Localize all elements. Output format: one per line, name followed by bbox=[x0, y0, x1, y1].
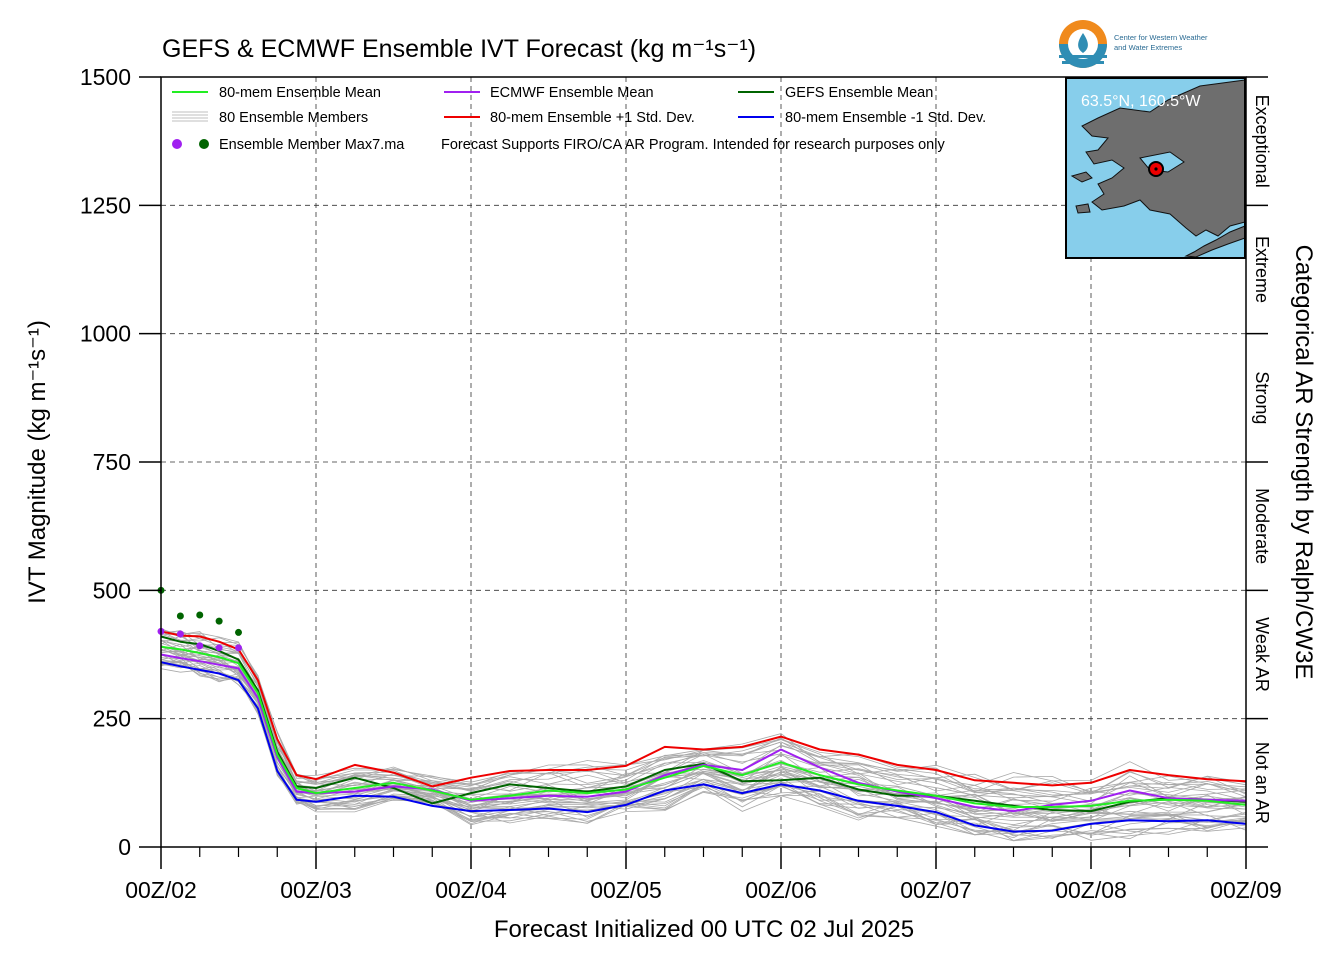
ensemble-member-line bbox=[160, 633, 1247, 795]
logo-text-line-2: and Water Extremes bbox=[1114, 43, 1182, 52]
ar-category-label: Extreme bbox=[1252, 236, 1272, 303]
ar-category-label: Not an AR bbox=[1252, 742, 1272, 824]
ar-category-label: Moderate bbox=[1252, 488, 1272, 564]
ensemble-member-line bbox=[160, 629, 1247, 796]
y-axis-label: IVT Magnitude (kg m⁻¹s⁻¹) bbox=[24, 320, 51, 604]
legend-swatch-members bbox=[172, 111, 208, 122]
legend-label-member-max: Ensemble Member Max7.ma bbox=[219, 137, 405, 153]
ar-category-labels: Not an AR Weak AR Moderate Strong Extreme Exc… bbox=[1252, 95, 1272, 824]
ecmwf-max-point bbox=[215, 644, 223, 652]
legend-label-ecmwf-mean: ECMWF Ensemble Mean bbox=[490, 85, 654, 101]
y-tick-label: 0 bbox=[118, 834, 131, 860]
chart-title: GEFS & ECMWF Ensemble IVT Forecast (kg m… bbox=[162, 35, 756, 63]
ensemble-member-line bbox=[160, 661, 1247, 836]
x-tick-label: 00Z/07 bbox=[900, 877, 972, 903]
map-border bbox=[1065, 77, 1246, 259]
series-line-80-mem-ensemble-1-std-dev bbox=[160, 661, 1247, 833]
series-line-80-mem-ensemble-1-std-dev bbox=[160, 630, 1247, 788]
x-tick-label: 00Z/04 bbox=[435, 877, 507, 903]
ensemble-member-line bbox=[160, 635, 1247, 802]
series-lines bbox=[160, 630, 1247, 833]
legend-label-members: 80 Ensemble Members bbox=[219, 110, 368, 126]
x-tick-label: 00Z/06 bbox=[745, 877, 817, 903]
ensemble-member-line bbox=[160, 662, 1247, 833]
x-tick-label: 00Z/08 bbox=[1055, 877, 1127, 903]
gefs-max-point bbox=[176, 612, 184, 620]
ensemble-member-line bbox=[160, 631, 1247, 805]
ecmwf-max-point bbox=[176, 630, 184, 638]
ensemble-member-line bbox=[160, 648, 1247, 826]
ensemble-member-line bbox=[160, 654, 1247, 831]
y-tick-label: 750 bbox=[93, 449, 131, 475]
location-label: 63.5°N, 160.5°W bbox=[1081, 93, 1201, 110]
ar-category-label: Exceptional bbox=[1252, 95, 1272, 188]
ensemble-members bbox=[160, 627, 1247, 842]
legend-label-plus-std: 80-mem Ensemble +1 Std. Dev. bbox=[490, 110, 695, 126]
x-tick-label: 00Z/05 bbox=[590, 877, 662, 903]
y-tick-label: 1250 bbox=[80, 192, 131, 218]
x-tick-label: 00Z/03 bbox=[280, 877, 352, 903]
ar-category-label: Weak AR bbox=[1252, 617, 1272, 692]
grid-lines bbox=[161, 77, 1246, 847]
y-tick-label: 1500 bbox=[80, 64, 131, 90]
right-axis-label: Categorical AR Strength by Ralph/CW3E bbox=[1290, 245, 1317, 680]
ecmwf-max-point bbox=[196, 642, 204, 650]
axis-ticks: 0 250 500 750 1000 1250 1500 00Z/02 00Z/03 00Z/04… bbox=[80, 64, 1282, 903]
ensemble-member-line bbox=[160, 632, 1247, 794]
location-marker-center bbox=[1154, 167, 1158, 171]
x-tick-label: 00Z/09 bbox=[1210, 877, 1282, 903]
ecmwf-max-point bbox=[235, 644, 242, 652]
legend-label-minus-std: 80-mem Ensemble -1 Std. Dev. bbox=[785, 110, 986, 126]
gefs-max-point bbox=[196, 611, 204, 619]
logo-text-line-1: Center for Western Weather bbox=[1114, 33, 1208, 42]
y-tick-label: 1000 bbox=[80, 321, 131, 347]
ar-category-label: Strong bbox=[1252, 371, 1272, 424]
y-tick-label: 500 bbox=[93, 577, 131, 603]
legend-note: Forecast Supports FIRO/CA AR Program. In… bbox=[441, 137, 945, 153]
cw3e-logo: Center for Western Weather and Water Ext… bbox=[1059, 20, 1208, 68]
x-axis-label: Forecast Initialized 00 UTC 02 Jul 2025 bbox=[494, 916, 914, 943]
gefs-max-point bbox=[215, 617, 223, 625]
ensemble-member-line bbox=[160, 649, 1247, 822]
y-tick-label: 250 bbox=[93, 706, 131, 732]
x-tick-label: 00Z/02 bbox=[125, 877, 197, 903]
legend-dot-gefs-max bbox=[199, 139, 209, 149]
ensemble-member-line bbox=[160, 650, 1247, 822]
legend-label-gefs-mean: GEFS Ensemble Mean bbox=[785, 85, 933, 101]
series-line-80-mem-ensemble-mean bbox=[160, 645, 1247, 808]
legend-label-ens-mean: 80-mem Ensemble Mean bbox=[219, 85, 381, 101]
map-land-peninsula bbox=[1184, 225, 1246, 258]
map-island-nunivak bbox=[1075, 203, 1091, 214]
map-island-st-lawrence bbox=[1070, 171, 1093, 183]
gefs-max-point bbox=[235, 628, 242, 636]
location-inset-map: 63.5°N, 160.5°W bbox=[1065, 77, 1246, 259]
legend: 80-mem Ensemble Mean ECMWF Ensemble Mean… bbox=[172, 85, 986, 153]
legend-dot-ecmwf-max bbox=[172, 139, 182, 149]
